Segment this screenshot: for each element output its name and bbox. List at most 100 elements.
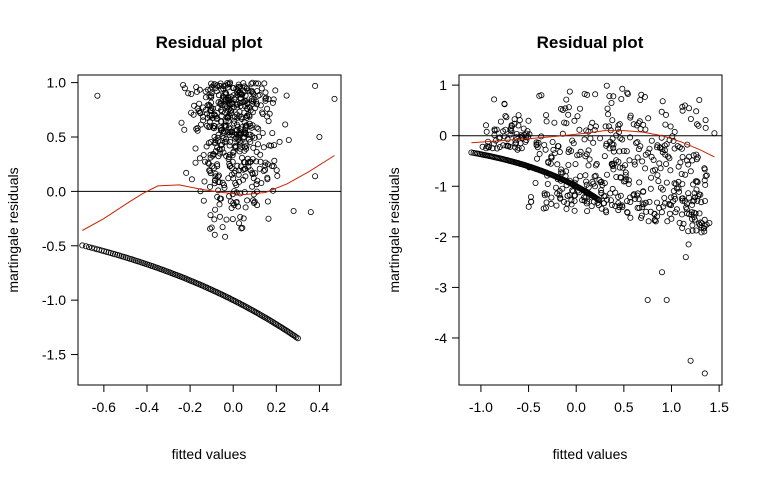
data-point: [251, 134, 258, 141]
data-point: [647, 185, 654, 192]
data-point: [312, 173, 319, 180]
data-point: [565, 104, 572, 111]
data-point: [692, 210, 699, 217]
data-point: [230, 175, 237, 182]
data-point: [233, 131, 240, 138]
data-point: [691, 194, 698, 201]
data-point: [207, 138, 214, 145]
data-point: [681, 102, 688, 109]
data-point: [225, 156, 232, 163]
data-point: [635, 146, 642, 153]
data-point: [183, 169, 190, 176]
data-point: [254, 202, 261, 209]
data-point: [181, 85, 188, 92]
data-point: [268, 142, 275, 149]
data-point: [662, 151, 669, 158]
data-point: [572, 176, 579, 183]
data-point: [601, 200, 608, 207]
data-point: [218, 141, 225, 148]
data-point: [250, 191, 257, 198]
data-point: [206, 167, 213, 174]
data-point: [691, 190, 698, 197]
data-point: [211, 231, 218, 238]
data-point: [627, 214, 634, 221]
data-point: [693, 156, 700, 163]
data-point: [543, 112, 550, 119]
data-point: [206, 183, 213, 190]
data-point: [259, 130, 266, 137]
data-point: [517, 140, 524, 147]
data-point: [549, 138, 556, 145]
data-point: [624, 89, 631, 96]
data-point: [583, 178, 590, 185]
data-point: [282, 121, 289, 128]
data-point: [555, 143, 562, 150]
data-point: [269, 99, 276, 106]
data-point: [661, 147, 668, 154]
data-point: [584, 91, 591, 98]
smooth-trend-line: [82, 155, 335, 231]
data-point: [501, 101, 508, 108]
data-point: [496, 134, 503, 141]
data-point: [556, 148, 563, 155]
data-point: [247, 158, 254, 165]
data-point: [652, 218, 659, 225]
data-point: [188, 176, 195, 183]
data-point: [259, 111, 266, 118]
data-point: [269, 319, 276, 326]
data-point: [224, 84, 231, 91]
data-point: [615, 125, 622, 132]
data-point: [208, 80, 215, 87]
data-point: [679, 107, 686, 114]
data-point: [623, 148, 630, 155]
data-point: [634, 154, 641, 161]
data-point: [574, 113, 581, 120]
data-point: [270, 96, 277, 103]
data-point: [217, 100, 224, 107]
data-point: [207, 212, 214, 219]
data-point: [280, 325, 287, 332]
data-point: [563, 182, 570, 189]
data-point: [202, 158, 209, 165]
data-point: [204, 114, 211, 121]
data-point: [227, 198, 234, 205]
data-point: [214, 105, 221, 112]
data-point: [666, 136, 673, 143]
y-axis: -1.5 -1.0 -0.5 0.0 0.5 1.0: [42, 75, 79, 363]
data-point: [515, 112, 522, 119]
data-point: [482, 122, 489, 129]
data-point: [543, 199, 550, 206]
data-point: [636, 204, 643, 211]
data-point: [249, 79, 256, 86]
y-tick-label: 0: [439, 128, 447, 144]
data-point: [263, 315, 270, 322]
data-point: [681, 198, 688, 205]
data-point: [551, 150, 558, 157]
data-point: [258, 312, 265, 319]
data-point: [636, 179, 643, 186]
data-point: [240, 215, 247, 222]
data-point: [225, 154, 232, 161]
data-point: [245, 87, 252, 94]
data-point: [290, 332, 297, 339]
data-point: [685, 228, 692, 235]
data-point: [682, 171, 689, 178]
data-point: [684, 157, 691, 164]
data-point: [232, 167, 239, 174]
data-point: [565, 149, 572, 156]
data-point: [572, 161, 579, 168]
data-point: [663, 141, 670, 148]
data-point: [581, 91, 588, 98]
data-point: [215, 172, 222, 179]
data-point: [557, 195, 564, 202]
data-point: [283, 92, 290, 99]
data-point: [501, 133, 508, 140]
data-point: [242, 92, 249, 99]
data-point: [284, 327, 291, 334]
data-point: [241, 109, 248, 116]
data-point: [266, 110, 273, 117]
data-point: [694, 121, 701, 128]
data-point: [666, 155, 673, 162]
data-point: [274, 322, 281, 329]
y-tick-label: -1.0: [42, 292, 66, 308]
